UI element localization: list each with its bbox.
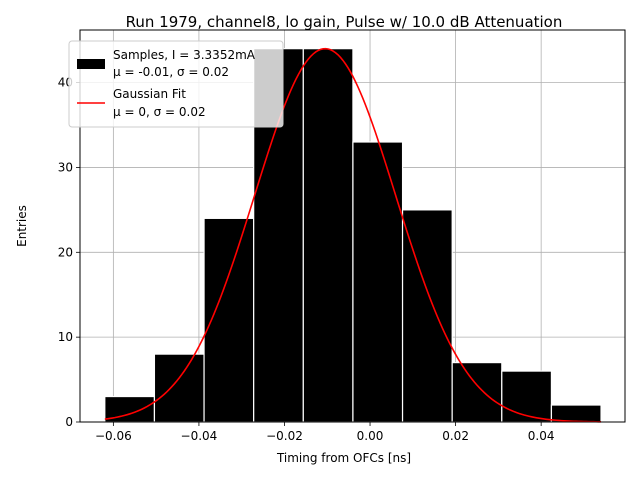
y-tick-label: 0: [65, 415, 73, 429]
histogram-bar: [153, 353, 205, 423]
chart-title: Run 1979, channel8, lo gain, Pulse w/ 10…: [126, 13, 563, 31]
y-axis-label: Entries: [15, 205, 29, 247]
x-tick-label: 0.00: [357, 429, 384, 443]
y-tick-label: 20: [58, 245, 73, 259]
legend-fit-label-line1: Gaussian Fit: [113, 87, 186, 101]
histogram-bars: [104, 48, 602, 423]
x-axis-label: Timing from OFCs [ns]: [276, 451, 411, 465]
legend-box: [68, 40, 284, 128]
legend-fit-label-line2: μ = 0, σ = 0.02: [113, 105, 206, 119]
y-tick-label: 10: [58, 330, 73, 344]
x-tick-label: −0.06: [95, 429, 132, 443]
histogram-bar: [302, 48, 354, 423]
x-tick-label: 0.02: [442, 429, 469, 443]
legend-samples-label-line1: Samples, I = 3.3352mA: [113, 48, 256, 62]
gaussian-fit-curve: [104, 47, 602, 423]
legend: Samples, I = 3.3352mA μ = -0.01, σ = 0.0…: [68, 40, 284, 128]
histogram-bar: [352, 141, 404, 423]
x-axis-ticks: −0.06 −0.04 −0.02 0.00 0.02 0.04: [95, 422, 555, 443]
y-tick-label: 30: [58, 160, 73, 174]
x-tick-label: −0.04: [181, 429, 218, 443]
histogram-bar: [451, 362, 503, 423]
histogram-bar: [501, 370, 553, 423]
histogram-bar: [550, 404, 602, 423]
legend-samples-swatch: [77, 59, 105, 69]
plot-frame: [79, 29, 626, 423]
x-tick-label: 0.04: [528, 429, 555, 443]
x-tick-label: −0.02: [266, 429, 303, 443]
legend-samples-label-line2: μ = -0.01, σ = 0.02: [113, 65, 229, 79]
